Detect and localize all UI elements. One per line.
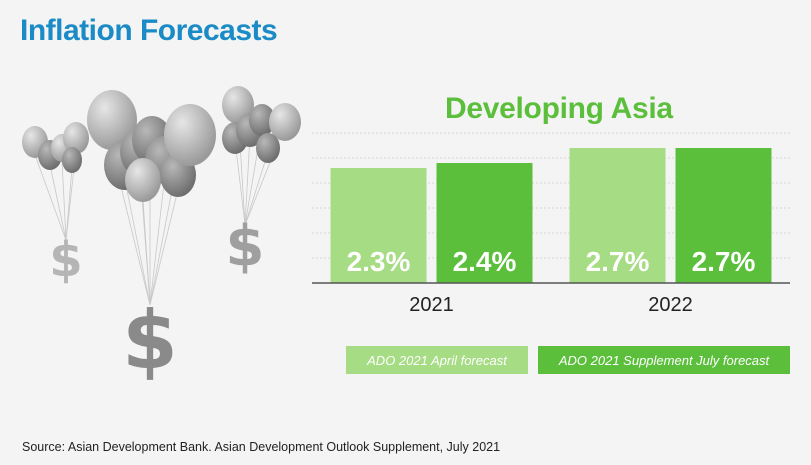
x-tick-label-2021: 2021	[409, 294, 454, 316]
money-balloons-icon: $ $ $	[22, 86, 301, 387]
dollar-sign-small-left: $	[49, 232, 82, 288]
bar-2021-series-1	[330, 168, 427, 283]
data-label-2022-series-1: 2.7%	[586, 246, 650, 277]
bar-2022-series-2	[675, 148, 772, 283]
dollar-sign-large-center: $	[122, 294, 178, 387]
data-label-2021-series-1: 2.3%	[347, 246, 411, 277]
data-label-2021-series-2: 2.4%	[453, 246, 517, 277]
bar-2022-series-1	[569, 148, 666, 283]
page-title: Inflation Forecasts	[20, 14, 278, 47]
dollar-sign-medium-right: $	[226, 214, 265, 279]
source-note: Source: Asian Development Bank. Asian De…	[22, 440, 501, 454]
chart-title: Developing Asia	[445, 92, 673, 125]
legend-april-forecast: ADO 2021 April forecast	[346, 346, 528, 374]
data-label-2022-series-2: 2.7%	[692, 246, 756, 277]
x-tick-label-2022: 2022	[648, 294, 693, 316]
bar-2021-series-2	[436, 163, 533, 283]
legend-july-supplement-forecast: ADO 2021 Supplement July forecast	[538, 346, 790, 374]
